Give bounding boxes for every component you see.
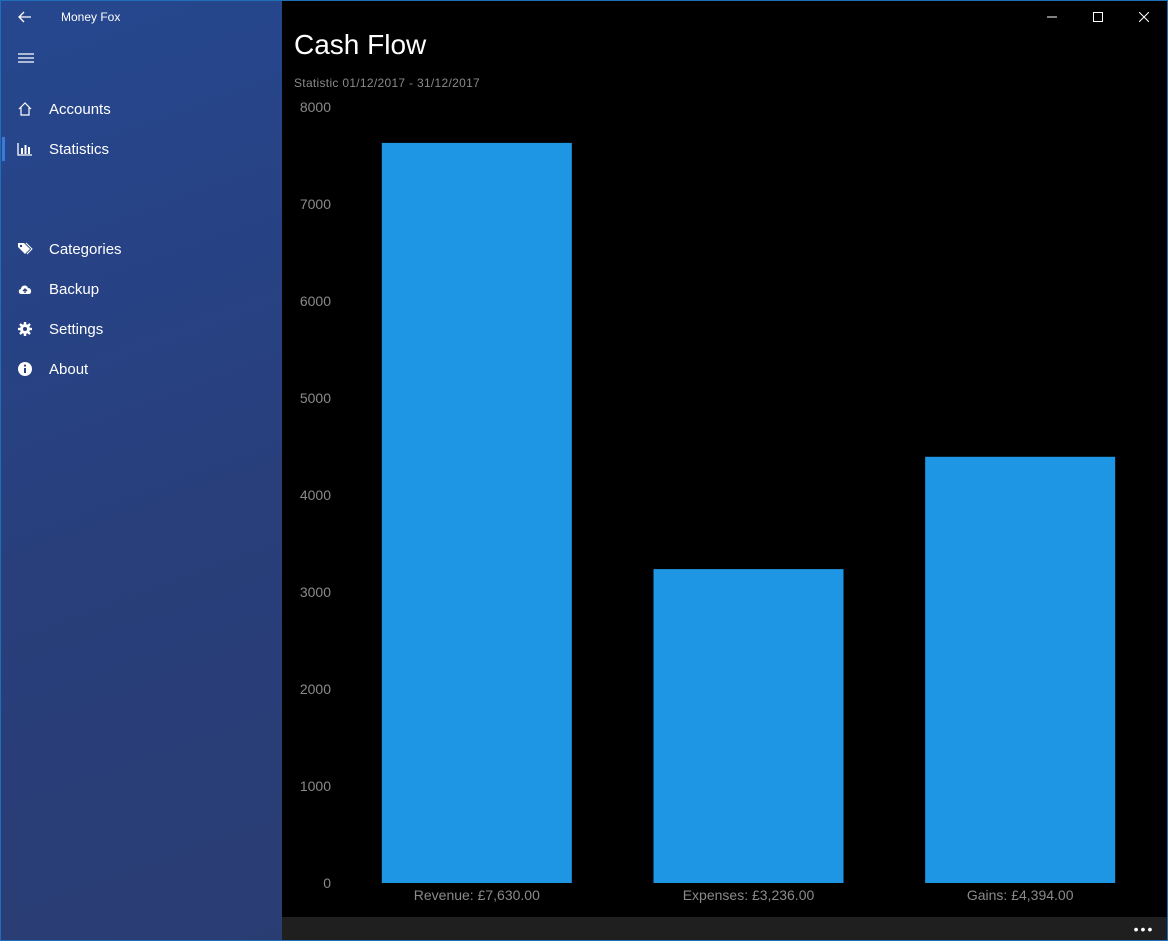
x-category-label: Revenue: £7,630.00: [414, 887, 540, 903]
back-arrow-icon: [18, 11, 31, 23]
nav-label-categories: Categories: [49, 240, 122, 258]
y-tick-label: 2000: [300, 681, 331, 697]
more-options-button[interactable]: •••: [1129, 917, 1159, 940]
nav-label-statistics: Statistics: [49, 140, 110, 158]
window-controls: [1029, 1, 1167, 33]
minimize-button[interactable]: [1029, 1, 1075, 33]
nav-item-accounts[interactable]: Accounts: [1, 89, 282, 129]
close-button[interactable]: [1121, 1, 1167, 33]
hamburger-menu-button[interactable]: [11, 45, 41, 71]
nav-item-categories[interactable]: Categories: [1, 229, 282, 269]
y-tick-label: 6000: [300, 293, 331, 309]
close-icon: [1139, 12, 1149, 22]
x-category-label: Gains: £4,394.00: [967, 887, 1074, 903]
page-title: Cash Flow: [294, 29, 427, 60]
maximize-icon: [1093, 12, 1103, 22]
tag-icon: [1, 229, 49, 269]
hamburger-icon: [18, 53, 34, 63]
bar-chart-icon: [1, 129, 49, 169]
page-subtitle: Statistic 01/12/2017 - 31/12/2017: [294, 76, 481, 90]
more-icon: •••: [1133, 920, 1155, 937]
cloud-upload-icon: [1, 269, 49, 309]
command-bar: •••: [282, 917, 1167, 940]
y-tick-label: 0: [323, 875, 331, 891]
bar-2[interactable]: [925, 456, 1116, 883]
y-tick-label: 4000: [300, 487, 331, 503]
navigation-pane: Money Fox Accounts Statistics Categories: [1, 1, 282, 940]
nav-label-accounts: Accounts: [49, 100, 111, 118]
title-bar: Money Fox: [1, 1, 282, 33]
cash-flow-chart: 0 1000 2000 3000 4000 5000 6000 7000 8000 Revenue…: [282, 91, 1167, 917]
y-tick-label: 3000: [300, 584, 331, 600]
nav-label-about: About: [49, 360, 89, 378]
x-category-label: Expenses: £3,236.00: [683, 887, 815, 903]
minimize-icon: [1047, 16, 1057, 18]
nav-label-settings: Settings: [49, 320, 104, 338]
nav-item-settings[interactable]: Settings: [1, 309, 282, 349]
gear-icon: [1, 309, 49, 349]
nav-label-backup: Backup: [49, 280, 100, 298]
maximize-button[interactable]: [1075, 1, 1121, 33]
bar-0[interactable]: [381, 142, 572, 883]
y-tick-label: 8000: [300, 99, 331, 115]
nav-item-backup[interactable]: Backup: [1, 269, 282, 309]
main-content: Cash Flow Statistic 01/12/2017 - 31/12/2…: [282, 1, 1167, 940]
bar-1[interactable]: [653, 569, 844, 883]
y-tick-label: 7000: [300, 196, 331, 212]
y-tick-label: 5000: [300, 390, 331, 406]
info-icon: [1, 349, 49, 389]
nav-item-statistics[interactable]: Statistics: [1, 129, 282, 169]
back-button[interactable]: [11, 5, 39, 29]
app-title: Money Fox: [61, 10, 121, 24]
nav-item-about[interactable]: About: [1, 349, 282, 389]
y-tick-label: 1000: [300, 778, 331, 794]
home-icon: [1, 89, 49, 129]
chart-svg: 0 1000 2000 3000 4000 5000 6000 7000 8000 Revenue…: [300, 99, 1116, 903]
